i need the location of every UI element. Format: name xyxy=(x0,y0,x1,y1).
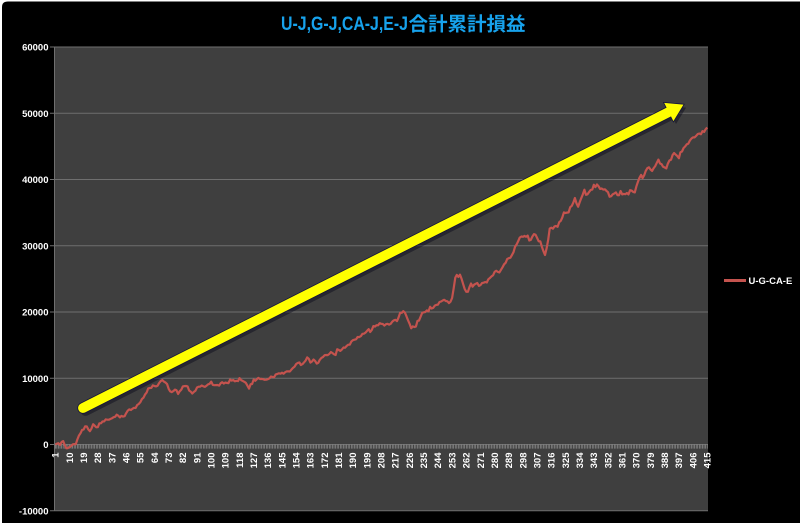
svg-text:262: 262 xyxy=(462,453,473,469)
svg-text:379: 379 xyxy=(646,453,657,469)
svg-text:154: 154 xyxy=(292,452,303,469)
svg-text:U-J,G-J,CA-J,E-J: U-J,G-J,CA-J,E-J xyxy=(281,13,408,35)
svg-text:20000: 20000 xyxy=(22,308,48,319)
svg-text:235: 235 xyxy=(419,452,430,469)
svg-text:388: 388 xyxy=(660,453,671,469)
svg-text:0: 0 xyxy=(43,440,48,451)
svg-text:244: 244 xyxy=(433,452,444,469)
svg-text:28: 28 xyxy=(93,453,104,464)
svg-text:10000: 10000 xyxy=(22,374,48,385)
svg-text:361: 361 xyxy=(618,452,629,469)
svg-text:199: 199 xyxy=(362,453,373,469)
svg-text:316: 316 xyxy=(547,453,558,469)
svg-text:64: 64 xyxy=(150,452,161,463)
svg-text:91: 91 xyxy=(192,452,203,463)
svg-text:145: 145 xyxy=(277,452,288,469)
svg-text:352: 352 xyxy=(603,453,614,469)
svg-text:10: 10 xyxy=(65,453,76,464)
svg-text:181: 181 xyxy=(334,452,345,469)
svg-text:298: 298 xyxy=(518,453,529,469)
svg-text:307: 307 xyxy=(532,453,543,469)
svg-text:217: 217 xyxy=(391,453,402,469)
svg-text:82: 82 xyxy=(178,453,189,464)
svg-text:118: 118 xyxy=(235,453,246,468)
svg-text:415: 415 xyxy=(703,452,714,469)
svg-text:370: 370 xyxy=(632,453,643,469)
svg-text:40000: 40000 xyxy=(22,175,48,186)
svg-text:397: 397 xyxy=(674,453,685,469)
svg-text:-10000: -10000 xyxy=(19,506,49,517)
svg-text:50000: 50000 xyxy=(22,109,48,120)
svg-text:1: 1 xyxy=(51,452,62,458)
svg-text:289: 289 xyxy=(504,453,515,469)
svg-text:334: 334 xyxy=(575,452,586,469)
svg-text:U-G-CA-E: U-G-CA-E xyxy=(749,276,793,287)
svg-text:100: 100 xyxy=(207,453,218,469)
svg-text:136: 136 xyxy=(263,453,274,469)
svg-text:46: 46 xyxy=(121,453,132,464)
svg-text:325: 325 xyxy=(561,452,572,469)
svg-text:226: 226 xyxy=(405,453,416,469)
svg-text:37: 37 xyxy=(107,453,118,464)
svg-text:190: 190 xyxy=(348,453,359,469)
svg-text:109: 109 xyxy=(221,453,232,469)
svg-text:30000: 30000 xyxy=(22,241,48,252)
svg-text:172: 172 xyxy=(320,453,331,469)
svg-text:19: 19 xyxy=(79,453,90,464)
svg-text:55: 55 xyxy=(136,452,147,463)
svg-text:253: 253 xyxy=(447,453,458,469)
svg-text:271: 271 xyxy=(476,452,487,469)
svg-text:60000: 60000 xyxy=(22,43,48,54)
svg-text:280: 280 xyxy=(490,453,501,469)
svg-text:163: 163 xyxy=(306,453,317,469)
svg-text:208: 208 xyxy=(377,453,388,469)
svg-text:73: 73 xyxy=(164,453,175,464)
svg-text:127: 127 xyxy=(249,453,260,469)
svg-text:343: 343 xyxy=(589,453,600,469)
svg-text:406: 406 xyxy=(688,453,699,469)
